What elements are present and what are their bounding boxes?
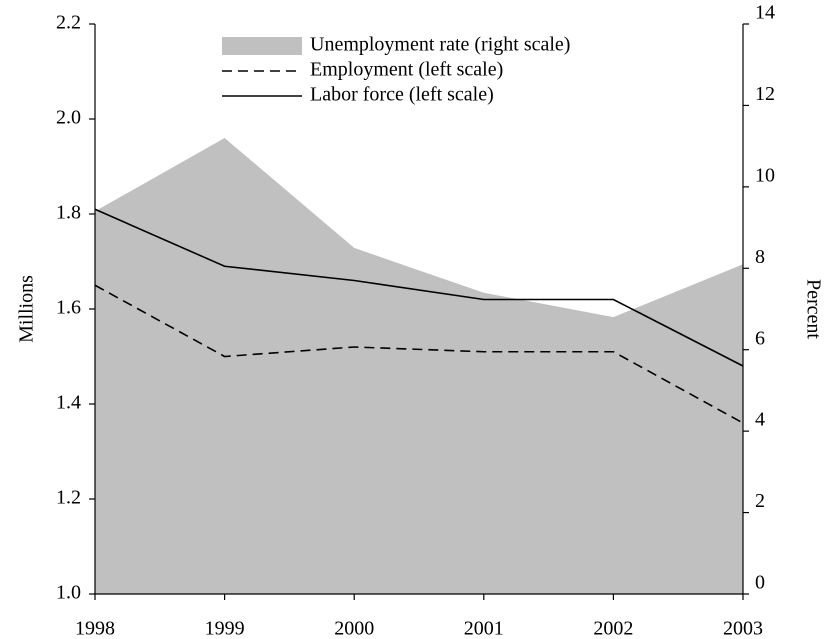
y-tick-label: 1.6 xyxy=(56,297,81,319)
y2-tick-label: 2 xyxy=(755,490,765,512)
y2-axis-title: Percent xyxy=(802,279,824,339)
legend-label: Employment (left scale) xyxy=(310,59,503,81)
y-tick-label: 1.0 xyxy=(56,582,81,604)
y-tick-label: 1.4 xyxy=(56,392,81,414)
area xyxy=(95,138,743,594)
legend-label: Unemployment rate (right scale) xyxy=(310,34,570,56)
x-tick-label: 2001 xyxy=(464,618,504,639)
x-tick-label: 2000 xyxy=(334,618,374,639)
y-tick-label: 1.2 xyxy=(56,487,81,509)
line xyxy=(94,208,744,367)
legend-swatch xyxy=(222,37,302,55)
x-tick-label: 1999 xyxy=(205,618,245,639)
y2-tick-label: 4 xyxy=(755,409,765,431)
y2-tick-label: 12 xyxy=(755,83,775,105)
y-tick-label: 1.8 xyxy=(56,202,81,224)
x-tick-label: 2002 xyxy=(593,618,633,639)
y2-tick-label: 8 xyxy=(755,246,765,268)
y2-tick-label: 0 xyxy=(755,572,765,594)
legend-label: Labor force (left scale) xyxy=(310,84,494,106)
y-tick-label: 2.2 xyxy=(56,12,81,34)
x-tick-label: 1998 xyxy=(75,618,115,639)
y2-tick-label: 10 xyxy=(755,164,775,186)
y-axis-title: Millions xyxy=(16,275,38,343)
y-tick-label: 2.0 xyxy=(56,107,81,129)
y2-tick-label: 6 xyxy=(755,327,765,349)
x-tick-label: 2003 xyxy=(723,618,763,639)
y2-tick-label: 14 xyxy=(755,2,775,24)
line xyxy=(94,284,744,424)
